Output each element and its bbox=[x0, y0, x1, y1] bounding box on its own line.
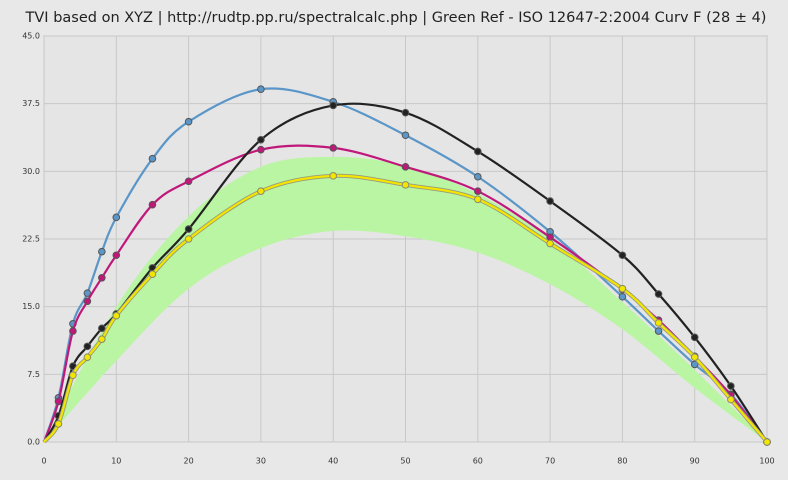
marker bbox=[98, 335, 106, 343]
marker bbox=[618, 251, 627, 260]
marker bbox=[401, 163, 410, 171]
marker bbox=[727, 382, 735, 390]
marker bbox=[148, 154, 157, 163]
marker bbox=[474, 195, 482, 204]
marker bbox=[329, 101, 338, 110]
marker bbox=[148, 200, 157, 209]
marker bbox=[83, 342, 92, 351]
marker bbox=[83, 289, 92, 297]
y-tick-label: 15.0 bbox=[22, 302, 40, 311]
x-tick-label: 70 bbox=[545, 457, 555, 466]
marker bbox=[98, 324, 106, 333]
marker bbox=[54, 420, 63, 428]
marker bbox=[546, 239, 554, 248]
marker bbox=[54, 397, 63, 406]
marker bbox=[546, 233, 554, 241]
chart-title: TVI based on XYZ | http://rudtp.pp.ru/sp… bbox=[25, 10, 767, 26]
marker bbox=[690, 360, 699, 369]
marker bbox=[69, 371, 77, 380]
x-tick-label: 60 bbox=[473, 457, 483, 466]
x-tick-label: 20 bbox=[184, 457, 194, 466]
marker bbox=[184, 117, 193, 126]
marker bbox=[98, 273, 106, 282]
x-tick-label: 30 bbox=[256, 457, 266, 466]
marker bbox=[329, 172, 338, 180]
x-tick-label: 0 bbox=[41, 457, 46, 466]
x-tick-label: 80 bbox=[617, 457, 627, 466]
x-tick-label: 10 bbox=[111, 457, 121, 466]
marker bbox=[654, 327, 663, 335]
x-tick-label: 50 bbox=[400, 457, 410, 466]
marker bbox=[618, 284, 627, 293]
marker bbox=[148, 270, 157, 278]
y-tick-label: 0.0 bbox=[27, 438, 40, 447]
y-tick-label: 45.0 bbox=[22, 32, 40, 41]
marker bbox=[763, 438, 771, 446]
marker bbox=[184, 177, 193, 186]
y-tick-label: 22.5 bbox=[22, 235, 40, 244]
marker bbox=[401, 131, 410, 140]
marker bbox=[257, 145, 265, 154]
marker bbox=[257, 85, 265, 94]
marker bbox=[727, 395, 735, 404]
marker bbox=[257, 135, 265, 144]
marker bbox=[618, 292, 627, 301]
marker bbox=[546, 197, 554, 205]
marker bbox=[98, 247, 106, 256]
x-tick-label: 100 bbox=[759, 457, 774, 466]
y-tick-label: 30.0 bbox=[22, 167, 40, 176]
marker bbox=[474, 187, 482, 195]
x-tick-label: 40 bbox=[328, 457, 338, 466]
marker bbox=[474, 172, 482, 181]
marker bbox=[690, 353, 699, 361]
marker bbox=[401, 108, 410, 117]
marker bbox=[654, 319, 663, 327]
marker bbox=[112, 213, 121, 222]
marker bbox=[329, 144, 338, 152]
marker bbox=[690, 333, 699, 342]
x-tick-label: 90 bbox=[690, 457, 700, 466]
y-tick-label: 37.5 bbox=[22, 99, 40, 108]
marker bbox=[112, 311, 121, 320]
marker bbox=[112, 251, 121, 260]
marker bbox=[184, 235, 193, 243]
marker bbox=[69, 327, 77, 335]
marker bbox=[474, 147, 482, 156]
marker bbox=[654, 290, 663, 298]
y-tick-label: 7.5 bbox=[27, 370, 40, 379]
marker bbox=[83, 353, 92, 361]
marker bbox=[401, 181, 410, 189]
marker bbox=[257, 187, 265, 195]
marker bbox=[83, 297, 92, 306]
marker bbox=[184, 225, 193, 233]
tolerance-band bbox=[44, 156, 767, 443]
